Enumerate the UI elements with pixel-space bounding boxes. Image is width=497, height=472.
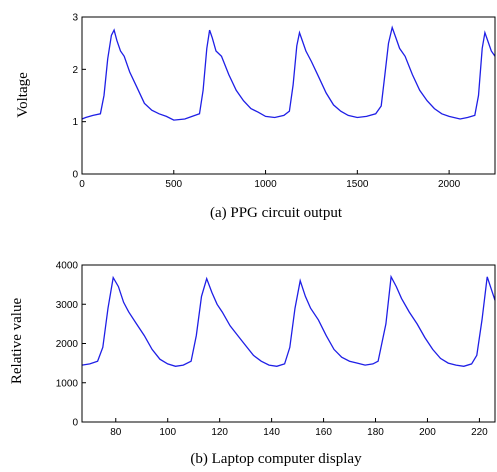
chart-b-xtick-label: 80 [110,427,122,438]
chart-b-xtick-label: 100 [159,427,176,438]
chart-b-ytick-label: 4000 [56,261,79,272]
chart-a-series-line [81,25,496,121]
chart-b-xtick-label: 180 [367,427,384,438]
chart-a-ytick-label: 0 [72,170,78,181]
chart-a-xtick-label: 0 [79,179,85,190]
chart-a-xtick-label: 1000 [254,179,277,190]
chart-b-plot-frame [81,264,496,423]
chart-a-xtick-label: 500 [165,179,182,190]
chart-a-ytick-label: 3 [72,13,78,24]
chart-a-ytick-label: 1 [72,117,78,128]
chart-b-series-line [81,274,496,367]
chart-b-ytick-label: 3000 [56,300,79,311]
chart-a-ylabel: Voltage [15,72,31,118]
chart-b-caption: (b) Laptop computer display [190,451,362,467]
chart-a-xtick-label: 2000 [438,179,461,190]
chart-b-x-axis: 80 100 120 140 160 180 200 220 [110,418,488,438]
chart-b-xtick-label: 160 [315,427,332,438]
chart-b-y-axis: 0 1000 2000 3000 4000 [56,261,86,429]
chart-b-xtick-label: 200 [419,427,436,438]
chart-a-plot-frame [81,16,496,175]
chart-a-xtick-label: 1500 [346,179,369,190]
chart-b-xtick-label: 220 [471,427,488,438]
chart-a-ytick-label: 2 [72,65,78,76]
chart-a-y-axis: 0 1 2 3 [72,13,86,181]
chart-laptop-computer-display: Relative value 0 1000 2000 3000 4000 80 100 12… [9,261,496,467]
chart-b-ylabel: Relative value [9,298,25,385]
chart-b-ytick-label: 0 [72,418,78,429]
chart-b-ytick-label: 2000 [56,339,79,350]
chart-a-caption: (a) PPG circuit output [210,205,343,221]
chart-a-x-axis: 0 500 1000 1500 2000 [79,170,461,190]
chart-b-ytick-label: 1000 [56,378,79,389]
chart-b-xtick-label: 120 [211,427,228,438]
chart-b-xtick-label: 140 [263,427,280,438]
chart-ppg-circuit-output: Voltage 0 1 2 3 0 500 1000 1500 2000 (a) PPG ci… [15,13,496,221]
